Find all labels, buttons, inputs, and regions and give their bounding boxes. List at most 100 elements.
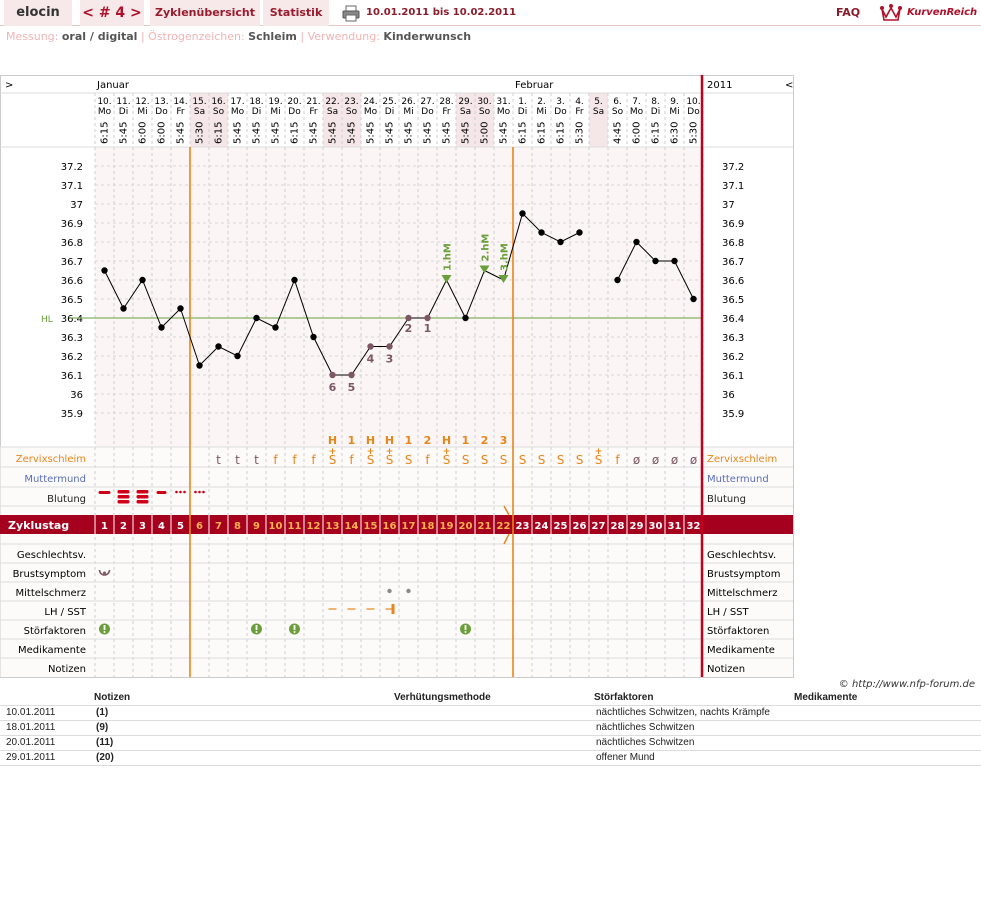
temperature-point xyxy=(367,343,374,350)
mucus-symbol: S xyxy=(405,453,413,467)
weekday-label: Do xyxy=(155,107,168,117)
printer-icon[interactable] xyxy=(342,4,360,22)
date-label: 10. xyxy=(97,97,111,107)
time-label: 5:45 xyxy=(461,122,472,144)
mucus-peak-count: 1 xyxy=(405,434,413,447)
weekday-label: Di xyxy=(252,107,261,117)
tab-zyklenuebersicht[interactable]: Zyklenübersicht xyxy=(150,0,260,26)
top-bar: elocin < # 4 > Zyklenübersicht Statistik… xyxy=(0,0,981,26)
table-row: 18.01.2011 (9) nächtliches Schwitzen xyxy=(0,720,981,736)
temperature-point xyxy=(557,238,564,246)
bleeding-dot xyxy=(179,490,182,494)
date-label: 7. xyxy=(632,97,641,107)
time-label: 5:30 xyxy=(575,122,586,144)
weekday-label: Mo xyxy=(364,107,378,117)
date-label: 15. xyxy=(192,97,206,107)
y-tick-right: 37.2 xyxy=(722,162,744,173)
time-label: 6:30 xyxy=(670,122,681,144)
bleeding-dot xyxy=(202,490,205,494)
faq-link[interactable]: FAQ xyxy=(836,6,861,19)
y-tick-right: 36.2 xyxy=(722,352,744,363)
weekday-label: Mo xyxy=(231,107,245,117)
temperature-point xyxy=(652,257,659,265)
mucus-peak-count: H xyxy=(442,434,451,447)
cycle-day-number: 2 xyxy=(120,521,127,532)
rows-area xyxy=(0,447,793,677)
month-januar: Januar xyxy=(96,80,130,91)
notes-col-medikamente: Medikamente xyxy=(790,690,981,706)
notes-table: Notizen Verhütungsmethode Störfaktoren M… xyxy=(0,690,981,766)
date-label: 14. xyxy=(173,97,187,107)
time-label: 6:15 xyxy=(518,122,529,144)
cycle-day-number: 20 xyxy=(459,521,473,532)
mucus-symbol: f xyxy=(349,453,354,467)
mucus-symbol: ø xyxy=(690,453,697,467)
cycle-day-band xyxy=(0,515,793,534)
date-label: 26. xyxy=(401,97,415,107)
date-label: 19. xyxy=(268,97,282,107)
temperature-point xyxy=(177,305,184,312)
mucus-symbol: S xyxy=(500,453,508,467)
time-label: 5:45 xyxy=(233,122,244,144)
time-label: 6:00 xyxy=(632,122,643,144)
row-label-left: Brustsymptom xyxy=(13,569,86,580)
temperature-line xyxy=(104,212,580,376)
temperature-point xyxy=(348,371,355,379)
row-label-right: Zervixschleim xyxy=(707,454,777,465)
weekday-label: Mi xyxy=(536,107,546,117)
weekday-label: Do xyxy=(288,107,301,117)
row-label-right: Blutung xyxy=(707,494,746,505)
lh-positive-bar xyxy=(391,604,395,614)
mucus-symbol: S xyxy=(557,453,565,467)
cycle-day-number: 8 xyxy=(234,521,241,532)
tab-statistik[interactable]: Statistik xyxy=(263,0,329,26)
y-tick-left: 36.1 xyxy=(61,371,83,382)
note-cycle-day: (11) xyxy=(90,735,390,751)
y-tick-right: 36.9 xyxy=(722,219,744,230)
date-label: 28. xyxy=(439,97,453,107)
temperature-point xyxy=(101,267,108,274)
note-date: 20.01.2011 xyxy=(0,735,90,751)
breast-symptom-icon xyxy=(103,571,106,575)
weekend-shade xyxy=(323,93,342,147)
note-verhuetung xyxy=(390,720,590,736)
disturbance-icon xyxy=(293,631,296,633)
disturbance-icon xyxy=(255,625,258,630)
mucus-symbol: t xyxy=(235,453,240,467)
note-date: 29.01.2011 xyxy=(0,750,90,766)
mucus-peak-count: 3 xyxy=(500,434,508,447)
date-label: 11. xyxy=(116,97,130,107)
y-tick-left: 36.5 xyxy=(61,295,83,306)
weekday-label: So xyxy=(346,107,358,117)
row-label-left: Notizen xyxy=(48,664,86,675)
mucus-plus: + xyxy=(329,447,337,457)
cycle-day-number: 15 xyxy=(364,521,378,532)
date-label: 21. xyxy=(306,97,320,107)
weekday-label: Fr xyxy=(442,107,451,117)
cycle-day-number: 3 xyxy=(139,521,146,532)
y-tick-right: 36.3 xyxy=(722,333,744,344)
cycle-day-number: 24 xyxy=(535,521,549,532)
time-label: 5:45 xyxy=(404,122,415,144)
weekday-label: Di xyxy=(518,107,527,117)
mucus-peak-count: 2 xyxy=(424,434,432,447)
weekend-shade xyxy=(209,93,228,147)
cycle-nav[interactable]: < # 4 > xyxy=(80,0,144,26)
row-label-right: Muttermund xyxy=(707,474,769,485)
time-label: 5:45 xyxy=(252,122,263,144)
weekday-label: Di xyxy=(385,107,394,117)
notes-col-stoerfaktoren: Störfaktoren xyxy=(590,690,790,706)
nav-right: < xyxy=(785,80,793,91)
mucus-symbol: f xyxy=(425,453,430,467)
note-verhuetung xyxy=(390,705,590,721)
temperature-point xyxy=(215,343,222,350)
weekday-label: Mo xyxy=(98,107,112,117)
mucus-peak-count: 2 xyxy=(481,434,489,447)
temperature-point xyxy=(424,314,431,322)
row-label-right: Geschlechtsv. xyxy=(707,550,776,561)
crown-icon xyxy=(880,4,902,21)
time-label: 5:45 xyxy=(442,122,453,144)
cycle-day-number: 14 xyxy=(345,521,359,532)
mucus-peak-count: 1 xyxy=(462,434,470,447)
y-tick-right: 35.9 xyxy=(722,409,744,420)
